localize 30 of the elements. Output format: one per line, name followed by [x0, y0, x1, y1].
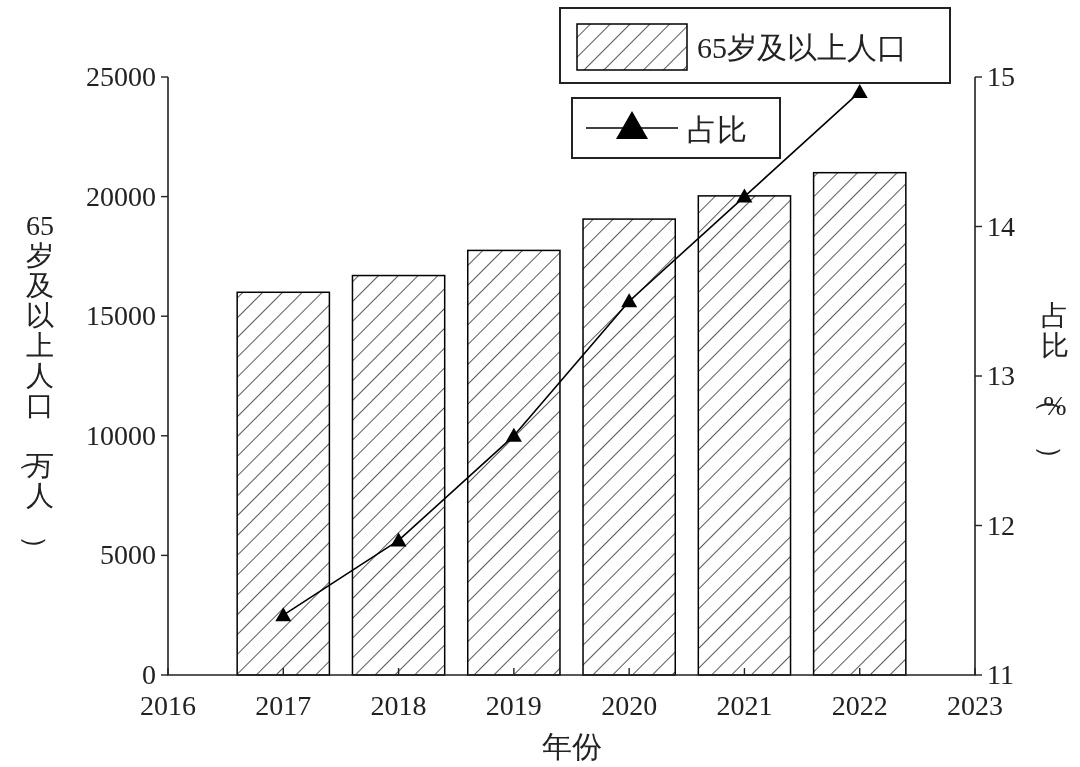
y-tick-label: 25000 [86, 61, 156, 92]
x-tick-label: 2018 [370, 690, 427, 721]
y-tick-label: 5000 [100, 539, 156, 571]
y-tick-label: 15000 [86, 300, 156, 332]
x-tick-label: 2016 [140, 690, 196, 721]
legend-label: 65岁及以上人口 [697, 31, 907, 64]
y-tick-label: 10000 [86, 419, 156, 451]
y-tick-label: 20000 [86, 180, 156, 212]
y2-tick-label: 15 [987, 61, 1015, 92]
point [621, 293, 638, 308]
legend-label: 占比 [687, 113, 747, 146]
y2-tick-label: 13 [987, 360, 1015, 391]
x-tick-label: 2020 [601, 690, 658, 721]
y-tick-label: 0 [142, 659, 156, 690]
point [275, 607, 292, 622]
x-tick-label: 2022 [831, 690, 888, 721]
point [390, 532, 407, 547]
x-tick-label: 2019 [485, 690, 542, 721]
text: 65岁及以上人口（万人） [20, 210, 54, 563]
y2-tick-label: 12 [987, 509, 1015, 541]
x-tick-label: 2017 [255, 690, 312, 721]
point [851, 83, 868, 98]
y2-tick-label: 11 [987, 659, 1014, 690]
bar [812, 171, 907, 676]
x-tick-label: 2023 [947, 690, 1003, 721]
y2-tick-label: 14 [987, 210, 1015, 242]
point [505, 427, 522, 442]
x-axis-title: 年份 [541, 730, 602, 763]
x-tick-label: 2021 [716, 690, 773, 721]
point [736, 188, 753, 203]
